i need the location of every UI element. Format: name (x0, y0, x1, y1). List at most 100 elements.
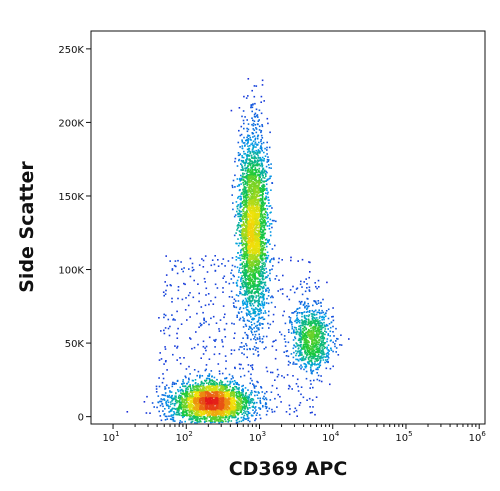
event-dot (254, 259, 257, 262)
event-dot (264, 208, 266, 210)
event-dot (258, 231, 260, 234)
event-dot (240, 407, 242, 409)
event-dot (266, 171, 268, 174)
event-dot (257, 120, 260, 122)
event-dot (263, 243, 266, 246)
event-dot (263, 222, 266, 224)
event-dot (314, 325, 317, 328)
event-dot (248, 281, 251, 283)
event-dot (167, 401, 170, 404)
event-dot (240, 272, 242, 274)
event-dot (231, 296, 234, 298)
event-dot (199, 390, 202, 392)
event-dot (250, 280, 252, 283)
event-dot (258, 299, 260, 301)
event-dot (246, 158, 249, 160)
event-dot (253, 191, 256, 193)
event-dot (214, 417, 217, 419)
event-dot (295, 350, 297, 352)
event-dot (221, 339, 223, 341)
event-dot (256, 143, 258, 145)
event-dot (255, 108, 258, 111)
event-dot (250, 197, 252, 199)
event-dot (244, 252, 247, 255)
event-dot (269, 323, 272, 326)
event-dot (332, 365, 334, 368)
event-dot (257, 258, 260, 260)
event-dot (244, 224, 246, 227)
event-dot (236, 227, 239, 230)
event-dot (252, 176, 254, 179)
event-dot (313, 325, 315, 328)
event-dot (244, 196, 247, 198)
event-dot (161, 381, 164, 384)
event-dot (266, 257, 269, 260)
event-dot (214, 283, 217, 286)
event-dot (265, 398, 268, 401)
event-dot (261, 159, 264, 161)
event-dot (261, 222, 264, 225)
event-dot (325, 331, 328, 333)
event-dot (254, 407, 256, 409)
event-dot (246, 400, 249, 402)
event-dot (310, 364, 312, 367)
event-dot (250, 160, 252, 162)
event-dot (239, 408, 242, 411)
event-dot (257, 267, 259, 270)
event-dot (254, 261, 256, 264)
event-dot (292, 375, 294, 377)
event-dot (233, 380, 236, 382)
event-dot (319, 320, 321, 322)
event-dot (260, 221, 263, 223)
event-dot (173, 398, 175, 401)
event-dot (259, 165, 261, 167)
event-dot (239, 392, 241, 394)
event-dot (250, 338, 252, 341)
event-dot (301, 322, 303, 325)
event-dot (293, 326, 296, 329)
event-dot (258, 270, 261, 273)
event-dot (155, 391, 158, 393)
event-dot (189, 373, 191, 375)
event-dot (291, 388, 293, 390)
event-dot (251, 366, 253, 369)
event-dot (252, 136, 254, 138)
event-dot (191, 347, 193, 350)
event-dot (248, 282, 251, 284)
event-dot (239, 251, 242, 254)
event-dot (245, 226, 247, 229)
event-dot (205, 388, 208, 390)
event-dot (301, 300, 303, 303)
event-dot (263, 398, 266, 401)
event-dot (245, 325, 248, 327)
event-dot (244, 387, 247, 389)
event-dot (264, 277, 267, 279)
event-dot (188, 418, 191, 420)
event-dot (243, 274, 245, 276)
event-dot (290, 320, 292, 323)
event-dot (236, 314, 238, 317)
event-dot (252, 182, 254, 184)
event-dot (245, 240, 247, 243)
event-dot (250, 292, 253, 295)
event-dot (245, 405, 248, 407)
event-dot (242, 270, 244, 273)
event-dot (252, 146, 254, 149)
event-dot (262, 323, 264, 325)
event-dot (248, 299, 251, 301)
event-dot (241, 202, 244, 204)
event-dot (258, 234, 261, 236)
event-dot (261, 316, 263, 319)
event-dot (246, 337, 249, 340)
event-dot (308, 340, 310, 343)
event-dot (200, 389, 202, 391)
event-dot (264, 198, 267, 201)
event-dot (247, 395, 250, 398)
event-dot (304, 358, 306, 361)
event-dot (265, 165, 268, 168)
event-dot (242, 156, 245, 159)
event-dot (306, 354, 308, 357)
event-dot (230, 353, 233, 355)
event-dot (251, 183, 253, 185)
event-dot (289, 289, 292, 291)
